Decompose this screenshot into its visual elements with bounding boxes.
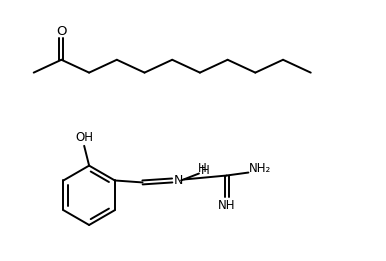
Text: H: H [198,162,207,175]
Text: OH: OH [75,132,93,144]
Text: H: H [200,164,209,177]
Text: NH: NH [218,199,235,212]
Text: NH₂: NH₂ [249,162,271,175]
Text: N: N [173,174,183,187]
Text: O: O [56,25,67,38]
